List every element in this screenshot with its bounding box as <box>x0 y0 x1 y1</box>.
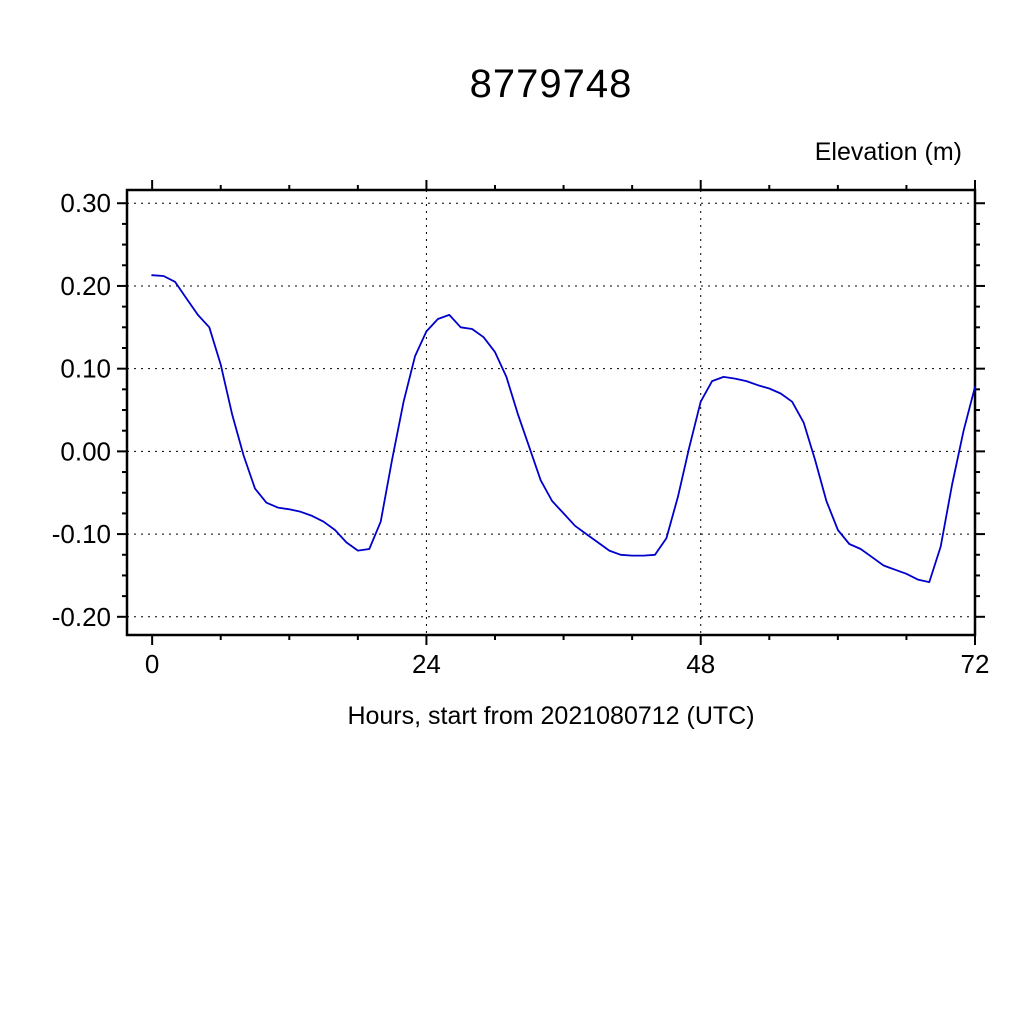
x-tick-label: 0 <box>145 649 159 679</box>
y-tick-label: 0.10 <box>60 354 111 384</box>
y-tick-label: 0.00 <box>60 436 111 466</box>
y-tick-label: 0.30 <box>60 188 111 218</box>
y-axis-unit-label: Elevation (m) <box>814 138 962 166</box>
x-tick-label: 24 <box>412 649 441 679</box>
elevation-line <box>151 274 976 583</box>
x-tick-label: 48 <box>686 649 715 679</box>
y-tick-label: -0.20 <box>52 602 111 632</box>
y-tick-label: 0.20 <box>60 271 111 301</box>
x-axis-label: Hours, start from 2021080712 (UTC) <box>347 702 755 730</box>
chart-title: 8779748 <box>469 62 633 106</box>
y-tick-label: -0.10 <box>52 519 111 549</box>
x-tick-label: 72 <box>961 649 990 679</box>
